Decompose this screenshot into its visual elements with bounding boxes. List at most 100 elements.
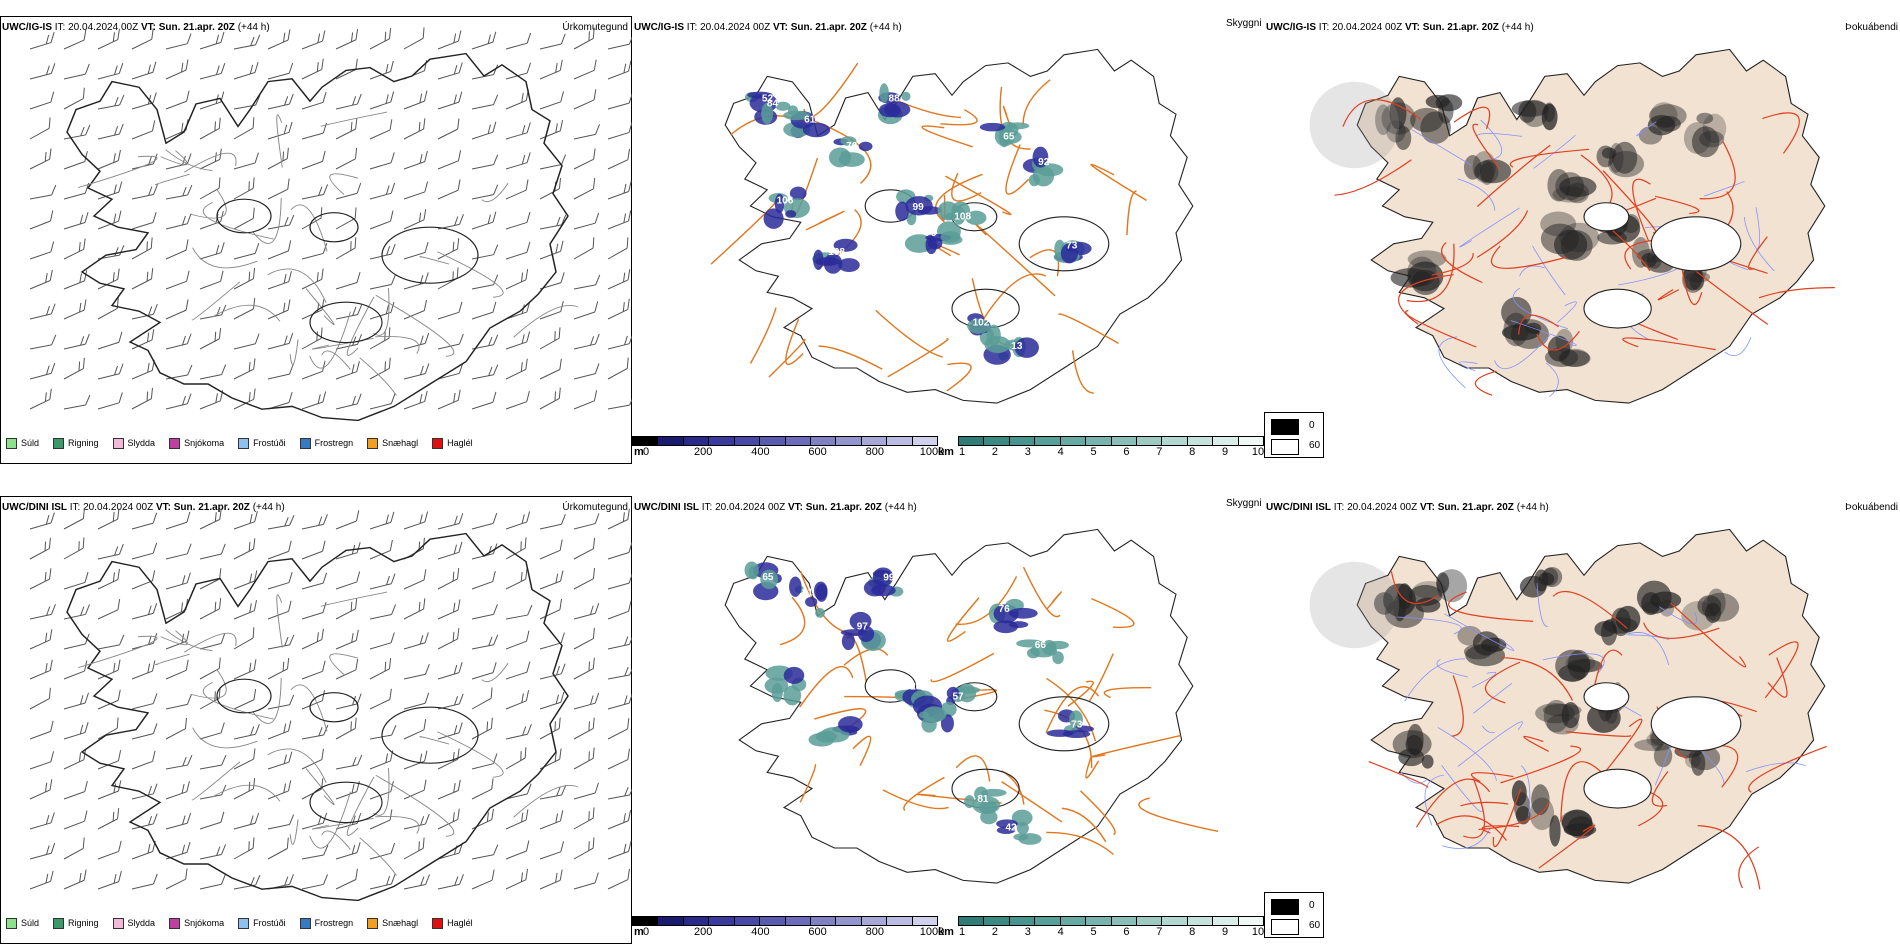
road: [373, 288, 390, 336]
river: [1542, 653, 1605, 674]
cloud-cell: [993, 620, 1018, 634]
colorbar-tick: 1000: [919, 446, 945, 458]
road: [155, 173, 190, 186]
river: [1436, 659, 1469, 678]
wind-barb: [369, 27, 392, 50]
ceiling-value-label: 92: [1038, 157, 1050, 168]
wind-barb: [131, 387, 153, 410]
cloud-cell: [1016, 639, 1044, 648]
colorbar-tick: 800: [865, 926, 884, 938]
colorbar-tick: 2: [991, 926, 998, 938]
wind-barb: [97, 123, 124, 140]
wind-barb: [29, 842, 56, 860]
road: [1046, 677, 1097, 742]
wind-barb: [233, 538, 256, 560]
river: [1521, 765, 1531, 816]
road: [944, 175, 1012, 216]
legend-label: Haglél: [447, 438, 473, 448]
cloud-cell: [998, 130, 1022, 144]
fog-panel-row2: UWC/DINI ISL IT: 20.04.2024 00Z VT: Sun.…: [1264, 494, 1900, 944]
colorbar-segment: [984, 437, 1010, 445]
wind-barb: [63, 124, 91, 140]
wind-barb: [369, 60, 394, 80]
road: [1079, 790, 1116, 836]
legend-label: Frostregn: [314, 918, 354, 928]
wind-barb: [471, 364, 499, 380]
fog-cell: [1549, 815, 1561, 847]
wind-barb: [403, 118, 426, 140]
road: [155, 653, 190, 666]
glacier-outline: [1583, 288, 1652, 329]
ceiling-value-label: 76: [925, 228, 937, 239]
wind-barb: [301, 391, 327, 410]
wind-barb: [573, 178, 596, 200]
fog-cell: [1596, 145, 1615, 168]
wind-barb: [199, 177, 221, 200]
colorbar-tick: 1000: [919, 926, 945, 938]
legend-label: Rigning: [68, 918, 99, 928]
wind-barb: [607, 180, 632, 200]
wind-barb: [97, 210, 122, 230]
wind-barb: [63, 87, 85, 110]
colorbar-segment: [658, 437, 684, 445]
wind-barb: [301, 184, 329, 200]
wind-barb: [335, 237, 357, 260]
legend-swatch: [432, 438, 444, 450]
wind-barb: [607, 634, 632, 650]
colorbar-segment: [1213, 917, 1239, 925]
wind-barb: [471, 543, 498, 560]
glacier-outline: [1583, 768, 1652, 809]
wind-barb: [335, 58, 358, 80]
wind-barb: [131, 660, 156, 680]
wind-barb: [539, 810, 564, 830]
lead-time: (+44 h): [869, 22, 902, 33]
wind-barb: [505, 241, 531, 260]
fog-legend-swatch-1: [1271, 919, 1299, 935]
wind-barb: [573, 513, 600, 530]
road: [346, 296, 375, 356]
colorbar-segment: [1111, 437, 1137, 445]
fog-cell: [1602, 617, 1638, 634]
cloud-cell: [996, 819, 1018, 829]
colorbar-tick: 4: [1057, 446, 1064, 458]
wind-barb: [607, 508, 630, 530]
wind-barb: [301, 91, 327, 110]
river: [1397, 616, 1462, 635]
road: [160, 630, 188, 646]
it-label: IT:: [1318, 22, 1330, 33]
legend-item: Snjókoma: [169, 918, 224, 930]
wind-barb: [403, 719, 427, 740]
glacier-outline: [1650, 696, 1742, 752]
road: [437, 731, 504, 778]
legend-item: Frostúði: [238, 918, 286, 930]
wind-barb: [607, 810, 632, 830]
iceland-map-precip: [29, 27, 632, 422]
wind-barb: [403, 537, 425, 560]
colorbar-segment: [658, 917, 684, 925]
road: [779, 596, 806, 646]
wind-barb: [233, 388, 256, 410]
colorbar-segment: [709, 437, 735, 445]
wind-barb: [165, 543, 192, 560]
colorbar-segment: [861, 437, 888, 445]
legend-swatch: [238, 918, 250, 930]
fog-cell: [1607, 150, 1645, 178]
wind-barb: [437, 118, 460, 140]
wind-barb: [63, 633, 90, 650]
ceiling-value-label: 66: [1035, 640, 1047, 651]
wind-barb: [369, 724, 397, 740]
wind-barb: [471, 634, 499, 650]
river: [1459, 207, 1520, 248]
wind-barb: [131, 512, 158, 530]
wind-barb: [165, 659, 189, 680]
panel-header: UWC/DINI ISL IT: 20.04.2024 00Z VT: Sun.…: [634, 502, 917, 513]
wind-barb: [199, 327, 222, 350]
wind-barb: [607, 210, 632, 230]
wind-barb: [607, 394, 632, 410]
wind-barb: [607, 572, 632, 590]
wind-barb: [267, 147, 289, 170]
legend-item: Slydda: [112, 438, 155, 450]
wind-barb: [369, 657, 392, 680]
wind-barb: [471, 604, 498, 620]
wind-barb: [573, 27, 595, 50]
